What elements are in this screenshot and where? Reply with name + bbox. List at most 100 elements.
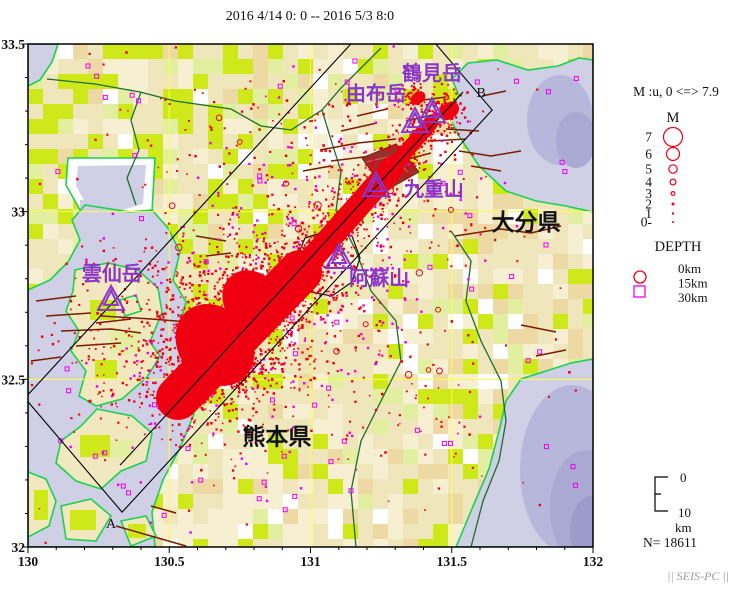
epicenter-red: [216, 337, 219, 341]
epicenter-red: [186, 429, 189, 432]
epicenter-red: [358, 223, 361, 226]
epicenter-red: [287, 302, 290, 305]
terrain-cell: [268, 209, 283, 224]
epicenter-red: [288, 321, 291, 324]
epicenter-red: [400, 360, 404, 363]
epicenter-red: [287, 333, 290, 336]
epicenter-red: [189, 425, 192, 427]
epicenter-red: [322, 112, 325, 116]
epicenter-red: [96, 312, 99, 315]
epicenter-red: [177, 380, 180, 383]
epicenter-magenta: [366, 346, 370, 350]
terrain-cell: [568, 224, 583, 239]
epicenter-red: [223, 303, 226, 306]
epicenter-red: [454, 106, 456, 109]
epicenter-red: [263, 324, 266, 326]
terrain-cell: [238, 479, 253, 494]
epicenter-red: [372, 161, 374, 163]
epicenter-red: [186, 381, 189, 384]
epicenter-red: [450, 320, 454, 323]
terrain-cell: [373, 299, 388, 314]
epicenter-red: [278, 317, 281, 320]
epicenter-red: [210, 338, 213, 341]
epicenter-red: [278, 271, 281, 274]
epicenter-red: [409, 101, 412, 104]
epicenter-red: [295, 241, 298, 244]
terrain-cell: [463, 374, 478, 389]
epicenter-red: [353, 221, 356, 224]
epicenter-magenta: [231, 226, 234, 229]
epicenter-red: [213, 285, 216, 288]
epicenter-red: [439, 125, 442, 128]
terrain-cell: [553, 44, 568, 59]
terrain-cell: [238, 194, 253, 209]
epicenter-red: [204, 348, 207, 351]
epicenter-red: [254, 332, 258, 336]
terrain-cell: [283, 164, 298, 179]
epicenter-red: [368, 394, 371, 397]
epicenter-red: [331, 433, 334, 436]
epicenter-red: [281, 367, 284, 371]
terrain-cell: [478, 194, 493, 209]
epicenter-red: [231, 211, 235, 215]
epicenter-red: [184, 402, 187, 404]
epicenter-red: [196, 316, 199, 319]
epicenter-red: [279, 343, 282, 346]
epicenter-red: [432, 110, 435, 113]
epicenter-red: [156, 312, 159, 315]
epicenter-red: [275, 249, 278, 251]
epicenter-magenta: [407, 225, 411, 228]
terrain-cell: [268, 89, 283, 104]
terrain-cell: [268, 434, 283, 449]
terrain-cell: [298, 404, 313, 419]
epicenter-red: [247, 307, 250, 310]
epicenter-magenta: [376, 244, 379, 247]
epicenter-magenta: [288, 450, 291, 454]
terrain-cell: [328, 524, 343, 539]
epicenter-red-open: [362, 321, 369, 328]
epicenter-red: [255, 272, 259, 275]
epicenter-red: [258, 400, 261, 403]
epicenter-red: [326, 252, 329, 256]
epicenter-red: [145, 384, 148, 386]
epicenter-red: [165, 266, 168, 269]
epicenter-magenta: [190, 481, 194, 484]
epicenter-red: [157, 166, 160, 169]
epicenter-red: [154, 427, 157, 430]
epicenter-red: [213, 387, 216, 390]
epicenter-red: [350, 176, 354, 180]
epicenter-magenta: [311, 209, 315, 212]
epicenter-red: [224, 311, 228, 314]
epicenter-red: [217, 322, 221, 325]
epicenter-red: [202, 270, 206, 273]
terrain-cell: [298, 524, 313, 539]
epicenter-red: [309, 346, 312, 348]
terrain-cell: [328, 59, 343, 74]
epicenter-red: [457, 107, 459, 110]
terrain-cell: [253, 479, 268, 494]
epicenter-red: [241, 297, 244, 301]
epicenter-red: [218, 297, 221, 300]
epicenter-red: [420, 145, 424, 149]
epicenter-red: [363, 237, 366, 240]
fault-line: [302, 165, 332, 172]
epicenter-red: [210, 128, 213, 131]
epicenter-red: [172, 379, 175, 383]
epicenter-red: [260, 277, 263, 280]
terrain-cell: [448, 494, 463, 509]
epicenter-magenta-open: [543, 242, 549, 248]
epicenter-red: [399, 216, 402, 219]
epicenter-red: [200, 396, 203, 399]
fault-line: [115, 525, 187, 547]
epicenter-red: [231, 379, 234, 381]
terrain-cell: [28, 179, 43, 194]
epicenter-red: [408, 150, 411, 153]
epicenter-red: [392, 133, 395, 136]
epicenter-red: [305, 318, 308, 321]
fault-line: [319, 138, 397, 151]
epicenter-red: [238, 292, 241, 295]
epicenter-red: [75, 361, 78, 364]
epicenter-red: [313, 367, 316, 370]
